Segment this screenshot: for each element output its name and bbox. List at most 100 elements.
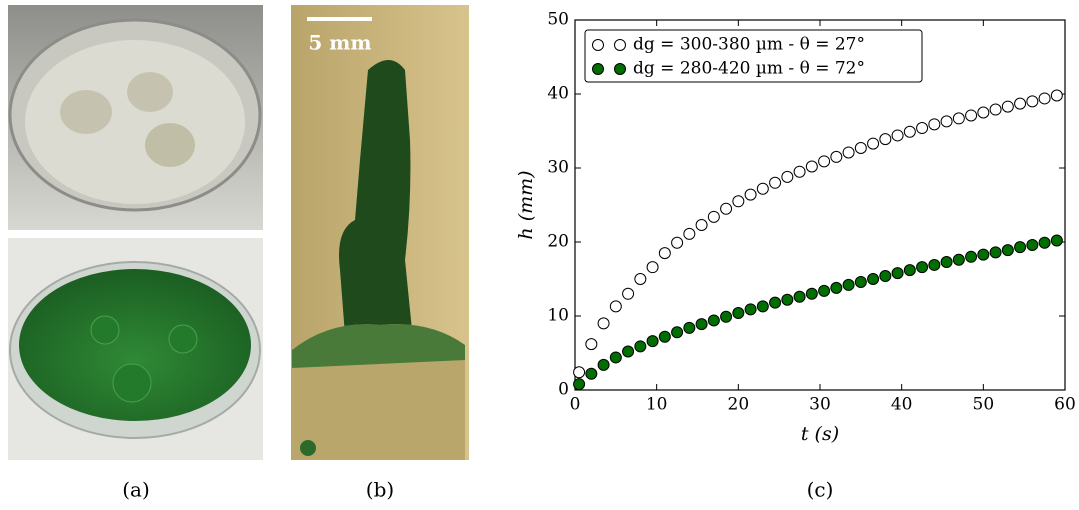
data-point	[879, 133, 892, 146]
scale-bar-label: 5 mm	[308, 31, 371, 55]
data-point	[977, 106, 990, 119]
data-point	[867, 273, 880, 285]
panel-label: (c)	[807, 478, 834, 502]
data-point	[805, 160, 818, 173]
data-point	[646, 261, 659, 274]
y-axis-label: h (mm)	[515, 170, 537, 239]
y-tick-label: 20	[547, 232, 569, 252]
legend-label: dg = 300-380 µm - θ = 27°	[633, 35, 865, 55]
data-point	[891, 129, 904, 142]
data-point	[1026, 238, 1039, 251]
data-point	[977, 248, 990, 261]
data-point	[658, 330, 671, 343]
legend-marker	[592, 63, 604, 75]
data-point	[585, 338, 598, 351]
data-point	[1014, 97, 1027, 110]
data-point	[707, 210, 720, 223]
photo-b: 5 mm	[291, 5, 469, 460]
data-point	[622, 345, 635, 358]
data-point	[781, 170, 794, 183]
y-tick-label: 40	[547, 84, 569, 104]
data-point	[1038, 236, 1051, 249]
data-point	[769, 296, 782, 309]
data-point	[646, 335, 659, 348]
data-point	[965, 109, 978, 122]
data-point	[842, 146, 855, 159]
data-point	[622, 287, 635, 300]
x-axis-label: t (s)	[801, 423, 839, 445]
data-point	[891, 267, 904, 280]
data-point	[573, 378, 586, 391]
data-point	[965, 250, 978, 263]
data-point	[720, 310, 733, 323]
data-point	[867, 137, 880, 150]
data-point	[720, 202, 733, 215]
data-point	[830, 150, 843, 163]
data-point	[1050, 89, 1063, 102]
photo-a-top	[8, 5, 263, 230]
data-point	[903, 125, 916, 138]
data-point	[952, 253, 965, 266]
data-point	[573, 366, 586, 379]
data-point	[1001, 244, 1014, 257]
data-point	[683, 227, 696, 240]
data-point	[842, 278, 855, 291]
data-point	[854, 142, 867, 155]
data-point	[634, 340, 647, 353]
data-point	[597, 317, 610, 330]
data-point	[781, 293, 794, 306]
y-tick-label: 0	[558, 380, 569, 400]
photo-a-bottom	[8, 238, 263, 460]
legend-label: dg = 280-420 µm - θ = 72°	[633, 59, 865, 79]
data-point	[658, 247, 671, 260]
data-point	[916, 122, 929, 135]
data-point	[952, 112, 965, 125]
data-point	[671, 326, 684, 339]
data-point	[732, 307, 745, 320]
y-tick-label: 50	[547, 10, 569, 30]
panel-label: (b)	[366, 478, 394, 502]
data-point	[585, 367, 598, 380]
data-point	[609, 351, 622, 364]
data-point	[818, 155, 831, 168]
data-point	[597, 358, 610, 371]
data-point	[756, 182, 769, 195]
data-point	[671, 236, 684, 249]
x-tick-label: 30	[809, 395, 831, 415]
data-point	[744, 303, 757, 316]
data-point	[854, 275, 867, 288]
legend-marker	[592, 39, 604, 51]
data-point	[1050, 234, 1063, 247]
data-point	[1014, 241, 1027, 254]
y-tick-label: 30	[547, 158, 569, 178]
data-point	[928, 258, 941, 271]
data-point	[989, 246, 1002, 259]
x-tick-label: 60	[1054, 395, 1076, 415]
data-point	[732, 195, 745, 208]
data-point	[940, 115, 953, 128]
data-point	[634, 273, 647, 285]
data-point	[916, 261, 929, 274]
x-tick-label: 0	[570, 395, 581, 415]
data-point	[1001, 100, 1014, 113]
data-point	[683, 321, 696, 334]
legend-marker	[614, 39, 626, 51]
data-point	[695, 318, 708, 331]
data-point	[756, 300, 769, 313]
data-point	[744, 188, 757, 201]
data-point	[940, 255, 953, 268]
data-point	[879, 270, 892, 283]
data-point	[1026, 95, 1039, 108]
x-tick-label: 40	[891, 395, 913, 415]
data-point	[805, 287, 818, 300]
data-point	[989, 103, 1002, 116]
legend-marker	[614, 63, 626, 75]
data-point	[793, 165, 806, 178]
x-tick-label: 20	[728, 395, 750, 415]
y-tick-label: 10	[547, 306, 569, 326]
legend-box	[584, 29, 923, 83]
data-point	[928, 118, 941, 131]
panel-label: (a)	[122, 478, 150, 502]
data-point	[695, 218, 708, 231]
